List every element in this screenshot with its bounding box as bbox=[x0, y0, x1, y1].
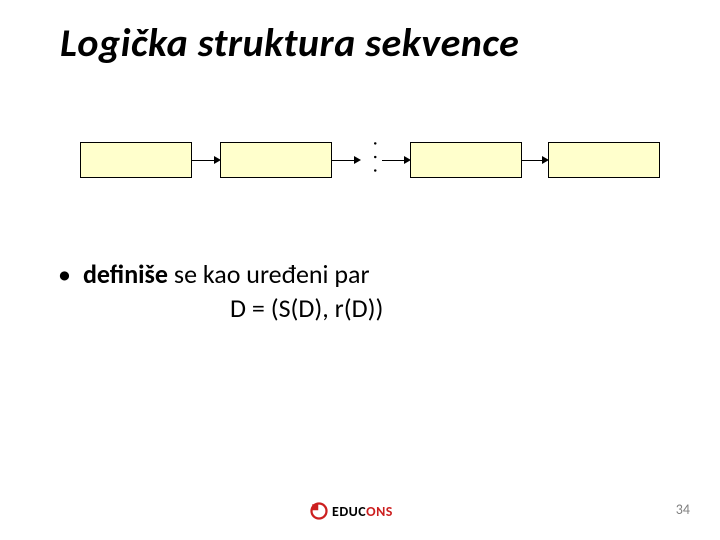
diagram-arrow bbox=[522, 160, 542, 161]
diagram-arrow bbox=[332, 160, 354, 161]
bullet-line: • definiše se kao uređeni par bbox=[58, 258, 370, 290]
diagram-arrow-head bbox=[542, 156, 549, 164]
logo-icon bbox=[310, 502, 328, 520]
ellipsis-icon: . . . bbox=[374, 141, 386, 175]
page-number: 34 bbox=[676, 501, 690, 518]
bullet-rest: se kao uređeni par bbox=[168, 258, 370, 290]
bullet-marker: • bbox=[58, 258, 71, 290]
diagram-node bbox=[80, 142, 192, 178]
diagram-arrow-head bbox=[214, 156, 221, 164]
logo-text: EDUCONS bbox=[332, 503, 393, 520]
diagram-node bbox=[548, 142, 660, 178]
diagram-node bbox=[410, 142, 522, 178]
diagram-arrow bbox=[192, 160, 214, 161]
logo: EDUCONS bbox=[310, 502, 393, 520]
sequence-diagram: . . . bbox=[80, 130, 640, 190]
diagram-node bbox=[220, 142, 332, 178]
slide-title: Logička struktura sekvence bbox=[60, 18, 519, 67]
formula-text: D = (S(D), r(D)) bbox=[230, 292, 383, 324]
diagram-arrow-head bbox=[404, 156, 411, 164]
bullet-bold: definiše bbox=[83, 258, 168, 290]
diagram-arrow-head bbox=[354, 156, 361, 164]
